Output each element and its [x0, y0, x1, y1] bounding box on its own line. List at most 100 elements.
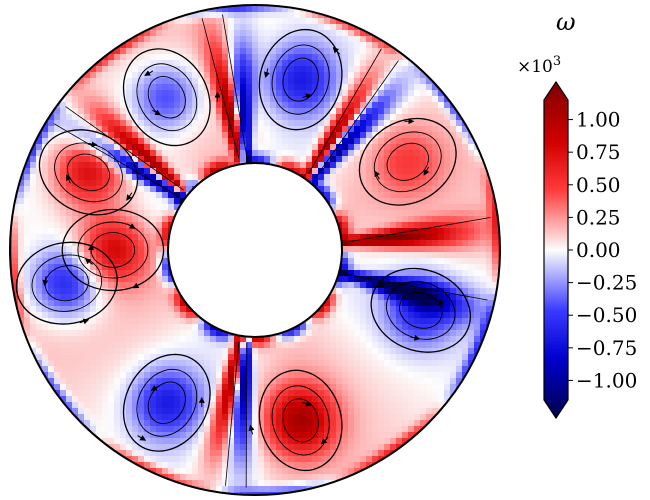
field-cell — [60, 324, 67, 331]
field-cell — [138, 330, 145, 337]
field-cell — [342, 210, 349, 217]
field-cell — [186, 126, 193, 133]
field-cell — [330, 432, 337, 439]
field-cell — [168, 300, 175, 307]
field-cell — [366, 318, 373, 325]
field-cell — [138, 96, 145, 103]
field-cell — [144, 462, 151, 469]
field-cell — [468, 240, 475, 247]
field-cell — [264, 456, 271, 463]
field-cell — [384, 312, 391, 319]
field-cell — [78, 336, 85, 343]
field-cell — [264, 432, 271, 439]
field-cell — [438, 378, 445, 385]
field-cell — [264, 378, 271, 385]
field-cell — [450, 228, 457, 235]
field-cell — [138, 252, 145, 259]
field-cell — [66, 192, 73, 199]
field-cell — [102, 354, 109, 361]
field-cell — [186, 102, 193, 109]
field-cell — [144, 66, 151, 73]
field-cell — [348, 408, 355, 415]
field-cell — [336, 78, 343, 85]
field-cell — [48, 276, 55, 283]
field-cell — [336, 96, 343, 103]
field-cell — [300, 390, 307, 397]
field-cell — [234, 366, 241, 373]
field-cell — [318, 180, 325, 187]
field-cell — [162, 312, 169, 319]
field-cell — [66, 354, 73, 361]
field-cell — [192, 132, 199, 139]
field-cell — [60, 222, 67, 229]
field-cell — [138, 132, 145, 139]
field-cell — [414, 84, 421, 91]
field-cell — [306, 126, 313, 133]
field-cell — [174, 306, 181, 313]
field-cell — [96, 318, 103, 325]
field-cell — [48, 300, 55, 307]
field-cell — [288, 36, 295, 43]
field-cell — [72, 318, 79, 325]
field-cell — [402, 234, 409, 241]
field-cell — [180, 360, 187, 367]
field-cell — [84, 360, 91, 367]
field-cell — [288, 120, 295, 127]
field-cell — [276, 12, 283, 19]
field-cell — [18, 246, 25, 253]
field-cell — [42, 138, 49, 145]
field-cell — [78, 228, 85, 235]
field-cell — [150, 306, 157, 313]
field-cell — [168, 462, 175, 469]
field-cell — [354, 102, 361, 109]
field-cell — [102, 312, 109, 319]
field-cell — [318, 312, 325, 319]
field-cell — [360, 192, 367, 199]
field-cell — [324, 108, 331, 115]
field-cell — [198, 84, 205, 91]
field-cell — [18, 282, 25, 289]
field-cell — [390, 258, 397, 265]
field-cell — [186, 312, 193, 319]
field-cell — [486, 204, 493, 211]
field-cell — [156, 450, 163, 457]
field-cell — [180, 132, 187, 139]
field-cell — [336, 336, 343, 343]
field-cell — [348, 318, 355, 325]
field-cell — [354, 240, 361, 247]
field-cell — [480, 144, 487, 151]
field-cell — [432, 168, 439, 175]
field-cell — [348, 90, 355, 97]
field-cell — [414, 216, 421, 223]
field-cell — [126, 294, 133, 301]
field-cell — [354, 18, 361, 25]
field-cell — [276, 336, 283, 343]
field-cell — [402, 150, 409, 157]
field-cell — [126, 378, 133, 385]
field-cell — [450, 144, 457, 151]
field-cell — [48, 120, 55, 127]
field-cell — [180, 60, 187, 67]
field-cell — [216, 348, 223, 355]
field-cell — [108, 108, 115, 115]
field-cell — [228, 456, 235, 463]
field-cell — [192, 426, 199, 433]
field-cell — [372, 60, 379, 67]
field-cell — [42, 168, 49, 175]
field-cell — [132, 384, 139, 391]
field-cell — [96, 66, 103, 73]
field-cell — [378, 162, 385, 169]
field-cell — [72, 240, 79, 247]
field-cell — [426, 252, 433, 259]
field-cell — [396, 420, 403, 427]
field-cell — [150, 426, 157, 433]
field-cell — [390, 300, 397, 307]
field-cell — [54, 114, 61, 121]
field-cell — [84, 312, 91, 319]
field-cell — [90, 402, 97, 409]
field-cell — [162, 132, 169, 139]
field-cell — [342, 396, 349, 403]
field-cell — [144, 30, 151, 37]
field-cell — [78, 150, 85, 157]
field-cell — [72, 72, 79, 79]
